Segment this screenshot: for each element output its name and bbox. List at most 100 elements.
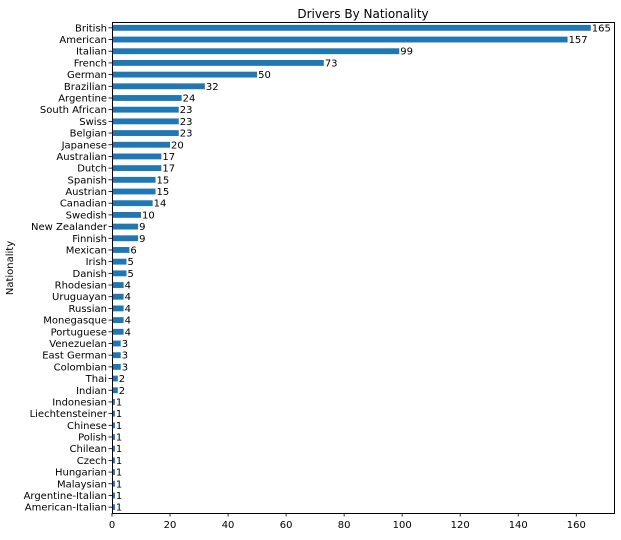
y-tick-label: Danish bbox=[73, 269, 108, 280]
bar-value-label: 23 bbox=[180, 105, 193, 116]
x-tick-label: 100 bbox=[393, 520, 412, 531]
y-tick-label: Colombian bbox=[54, 362, 107, 373]
bar-value-label: 1 bbox=[116, 444, 122, 455]
bar bbox=[112, 492, 115, 499]
bar-value-label: 17 bbox=[162, 152, 175, 163]
bar-value-label: 5 bbox=[128, 257, 134, 268]
bar-value-label: 6 bbox=[130, 245, 136, 256]
y-tick-label: Indonesian bbox=[52, 397, 107, 408]
y-tick-label: Australian bbox=[56, 152, 107, 163]
bar-value-label: 1 bbox=[116, 397, 122, 408]
bar bbox=[112, 434, 115, 440]
bar-value-label: 9 bbox=[139, 234, 145, 245]
bar bbox=[112, 457, 115, 464]
bar bbox=[112, 387, 118, 394]
x-tick-label: 0 bbox=[109, 520, 115, 531]
bar bbox=[112, 235, 139, 242]
bar bbox=[112, 71, 258, 78]
y-tick-label: American bbox=[59, 35, 107, 46]
bar-value-label: 73 bbox=[325, 58, 338, 69]
bar bbox=[112, 422, 115, 429]
bar-value-label: 9 bbox=[139, 222, 145, 233]
bar-value-label: 32 bbox=[206, 82, 219, 93]
bar-value-label: 1 bbox=[116, 491, 122, 502]
bar bbox=[112, 200, 153, 207]
y-tick-label: East German bbox=[42, 351, 107, 362]
bar bbox=[112, 211, 142, 218]
y-tick-label: American-Italian bbox=[25, 503, 107, 514]
bar-value-label: 17 bbox=[162, 164, 175, 175]
bar bbox=[112, 317, 124, 324]
y-tick-label: Swedish bbox=[66, 210, 107, 221]
y-tick-label: Chilean bbox=[70, 444, 108, 455]
bar-value-label: 4 bbox=[125, 281, 131, 292]
bar-value-label: 1 bbox=[116, 421, 122, 432]
bar bbox=[112, 106, 179, 113]
bar bbox=[112, 293, 124, 300]
bar bbox=[112, 363, 121, 370]
bar bbox=[112, 352, 121, 359]
value-labels-group: 1651579973503224232323201717151514109965… bbox=[116, 23, 611, 513]
bar-value-label: 1 bbox=[116, 503, 122, 514]
bar bbox=[112, 305, 124, 312]
y-tick-label: Brazilian bbox=[64, 82, 107, 93]
bar-value-label: 4 bbox=[125, 292, 131, 303]
bar-value-label: 1 bbox=[116, 479, 122, 490]
y-tick-label: Portuguese bbox=[51, 327, 107, 338]
x-tick-label: 80 bbox=[338, 520, 351, 531]
bar bbox=[112, 83, 205, 90]
bar-value-label: 157 bbox=[569, 35, 588, 46]
y-tick-label: Hungarian bbox=[55, 468, 107, 479]
bar bbox=[112, 328, 124, 335]
y-axis-ticks: BritishAmericanItalianFrenchGermanBrazil… bbox=[24, 23, 112, 514]
x-tick-label: 140 bbox=[509, 520, 528, 531]
x-tick-label: 20 bbox=[164, 520, 177, 531]
bar-value-label: 20 bbox=[171, 140, 184, 151]
bar bbox=[112, 270, 127, 277]
y-tick-label: Malaysian bbox=[57, 479, 107, 490]
bar-value-label: 50 bbox=[258, 70, 271, 81]
y-tick-label: Rhodesian bbox=[55, 281, 107, 292]
y-tick-label: Chinese bbox=[67, 421, 107, 432]
bar bbox=[112, 48, 400, 55]
bar bbox=[112, 410, 115, 417]
y-tick-label: Finnish bbox=[72, 234, 107, 245]
bar bbox=[112, 141, 171, 148]
bar-value-label: 2 bbox=[119, 386, 125, 397]
bar bbox=[112, 258, 127, 265]
plot-area-frame bbox=[112, 22, 615, 514]
bar bbox=[112, 504, 115, 511]
y-tick-label: New Zealander bbox=[31, 222, 108, 233]
bar-value-label: 15 bbox=[157, 175, 170, 186]
bar bbox=[112, 130, 179, 136]
bar-value-label: 1 bbox=[116, 456, 122, 467]
bar-value-label: 3 bbox=[122, 362, 128, 373]
bar bbox=[112, 176, 156, 183]
bar-value-label: 3 bbox=[122, 351, 128, 362]
y-tick-label: Dutch bbox=[77, 164, 107, 175]
x-tick-label: 40 bbox=[222, 520, 235, 531]
bar bbox=[112, 340, 121, 347]
bars-group bbox=[112, 24, 591, 511]
y-tick-label: Argentine-Italian bbox=[24, 491, 107, 502]
y-axis-label: Nationality bbox=[5, 241, 16, 295]
y-tick-label: Thai bbox=[85, 374, 107, 385]
chart-title: Drivers By Nationality bbox=[297, 7, 428, 21]
bar bbox=[112, 469, 115, 476]
bar-value-label: 4 bbox=[125, 327, 131, 338]
x-tick-label: 120 bbox=[451, 520, 470, 531]
y-tick-label: Swiss bbox=[79, 117, 107, 128]
y-tick-label: Austrian bbox=[65, 187, 107, 198]
bar bbox=[112, 59, 324, 66]
y-tick-label: Liechtensteiner bbox=[30, 409, 108, 420]
bar-value-label: 3 bbox=[122, 339, 128, 350]
y-tick-label: British bbox=[75, 23, 107, 34]
bar-value-label: 14 bbox=[154, 199, 167, 210]
bar-value-label: 24 bbox=[183, 93, 196, 104]
y-tick-label: French bbox=[74, 58, 107, 69]
x-tick-label: 160 bbox=[567, 520, 586, 531]
y-tick-label: German bbox=[67, 70, 107, 81]
bar-value-label: 1 bbox=[116, 433, 122, 444]
bar bbox=[112, 399, 115, 405]
